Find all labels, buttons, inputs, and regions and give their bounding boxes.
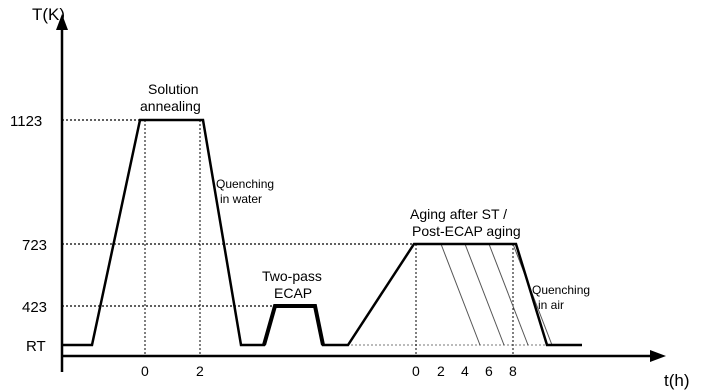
x-tick-aging-0: 0 [412, 363, 420, 379]
x-axis-arrow-icon [650, 350, 666, 362]
x-axis-label: t(h) [664, 371, 690, 390]
x-tick-aging-2: 2 [437, 363, 445, 379]
quench-water-label-2: in water [220, 192, 262, 206]
quench-water-label-1: Quenching [216, 177, 274, 191]
solution-label-2: annealing [140, 98, 201, 114]
y-tick-723: 723 [22, 237, 47, 254]
y-axis-arrow-icon [56, 14, 68, 30]
aging-branch-4h [464, 243, 505, 346]
x-tick-aging-4: 4 [461, 363, 469, 379]
y-axis-label: T(K) [32, 5, 65, 24]
ecap-label-1: Two-pass [262, 268, 322, 284]
aging-label-1: Aging after ST / [410, 206, 507, 222]
y-tick-1123: 1123 [10, 113, 42, 130]
y-tick-423: 423 [22, 299, 47, 316]
x-tick-solution-0: 0 [141, 363, 149, 379]
quench-air-label-2: in air [538, 298, 564, 312]
aging-label-2: Post-ECAP aging [412, 223, 521, 239]
y-tick-rt: RT [26, 338, 46, 355]
x-tick-aging-8: 8 [509, 363, 517, 379]
ecap-segment [262, 304, 325, 346]
aging-branch-2h [440, 243, 481, 346]
x-tick-solution-2: 2 [196, 363, 204, 379]
quench-air-label-1: Quenching [532, 283, 590, 297]
aging-branch-6h [488, 243, 529, 346]
solution-label-1: Solution [148, 81, 199, 97]
x-tick-aging-6: 6 [485, 363, 493, 379]
ecap-label-2: ECAP [274, 285, 312, 301]
